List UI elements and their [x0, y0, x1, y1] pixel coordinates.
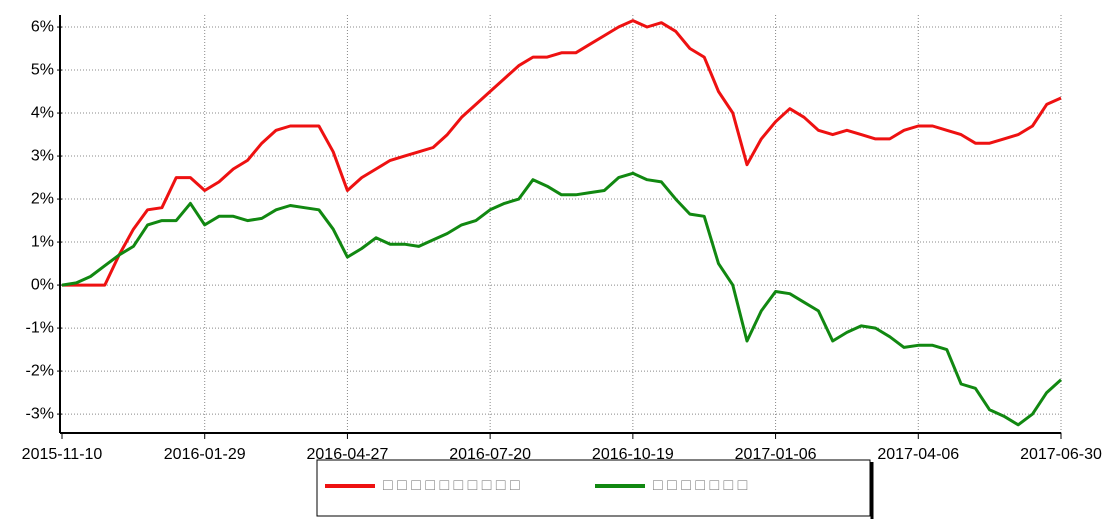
x-tick-label: 2016-10-19	[592, 446, 674, 463]
x-tick-label: 2017-01-06	[735, 446, 817, 463]
y-tick-label: 5%	[31, 61, 54, 78]
x-tick-label: 2016-07-20	[449, 446, 531, 463]
y-tick-label: 4%	[31, 104, 54, 121]
y-tick-label: 3%	[31, 147, 54, 164]
series-line	[62, 19, 1062, 287]
y-tick-label: 1%	[31, 233, 54, 250]
x-tick-label: 2016-01-29	[164, 446, 246, 463]
x-tick-label: 2015-11-10	[22, 446, 103, 463]
x-tick-label: 2017-04-06	[877, 446, 959, 463]
legend-label: □ □ □ □ □ □ □ □ □ □	[383, 477, 520, 494]
x-tick-label: 2016-04-27	[307, 446, 389, 463]
y-tick-label: -3%	[26, 405, 54, 422]
legend-box	[316, 459, 871, 517]
x-tick-label: 2017-06-30	[1020, 446, 1102, 463]
y-tick-label: 0%	[31, 276, 54, 293]
series-line	[61, 171, 1063, 427]
legend-label: □ □ □ □ □ □ □	[653, 477, 748, 494]
y-tick-label: 2%	[31, 190, 54, 207]
y-tick-label: -1%	[26, 319, 54, 336]
y-tick-label: -2%	[26, 362, 54, 379]
y-tick-label: 6%	[31, 18, 54, 35]
